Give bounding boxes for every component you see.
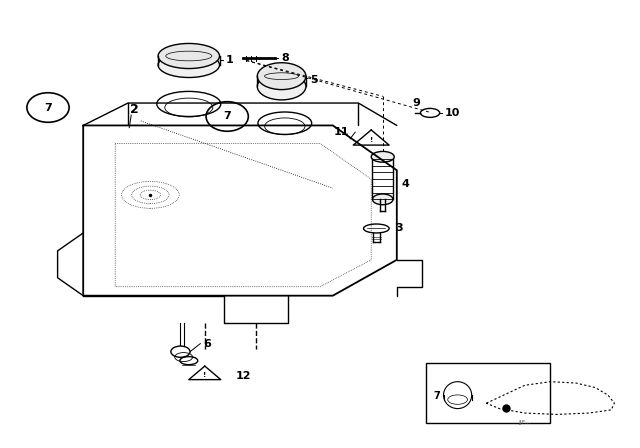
Text: 10: 10 [445, 108, 460, 118]
Text: 7: 7 [223, 112, 231, 121]
Ellipse shape [371, 151, 394, 162]
Text: 5: 5 [310, 75, 317, 85]
Ellipse shape [158, 52, 220, 78]
Text: !: ! [203, 372, 207, 378]
Text: 3: 3 [396, 224, 403, 233]
Text: 7: 7 [44, 103, 52, 112]
Text: 9: 9 [413, 98, 420, 108]
Text: 12: 12 [236, 371, 251, 381]
Text: !: ! [369, 137, 373, 142]
Text: 7: 7 [433, 392, 440, 401]
Ellipse shape [257, 73, 306, 100]
Text: 2: 2 [130, 103, 139, 116]
Text: 8: 8 [282, 53, 289, 63]
Bar [426, 363, 550, 423]
Text: 1: 1 [226, 56, 234, 65]
Text: 11: 11 [333, 127, 349, 137]
Text: 6: 6 [204, 339, 211, 349]
Text: JJF...: JJF... [518, 419, 531, 425]
Ellipse shape [158, 43, 220, 69]
Text: 4: 4 [402, 179, 410, 189]
Ellipse shape [257, 63, 306, 90]
Ellipse shape [372, 194, 393, 205]
